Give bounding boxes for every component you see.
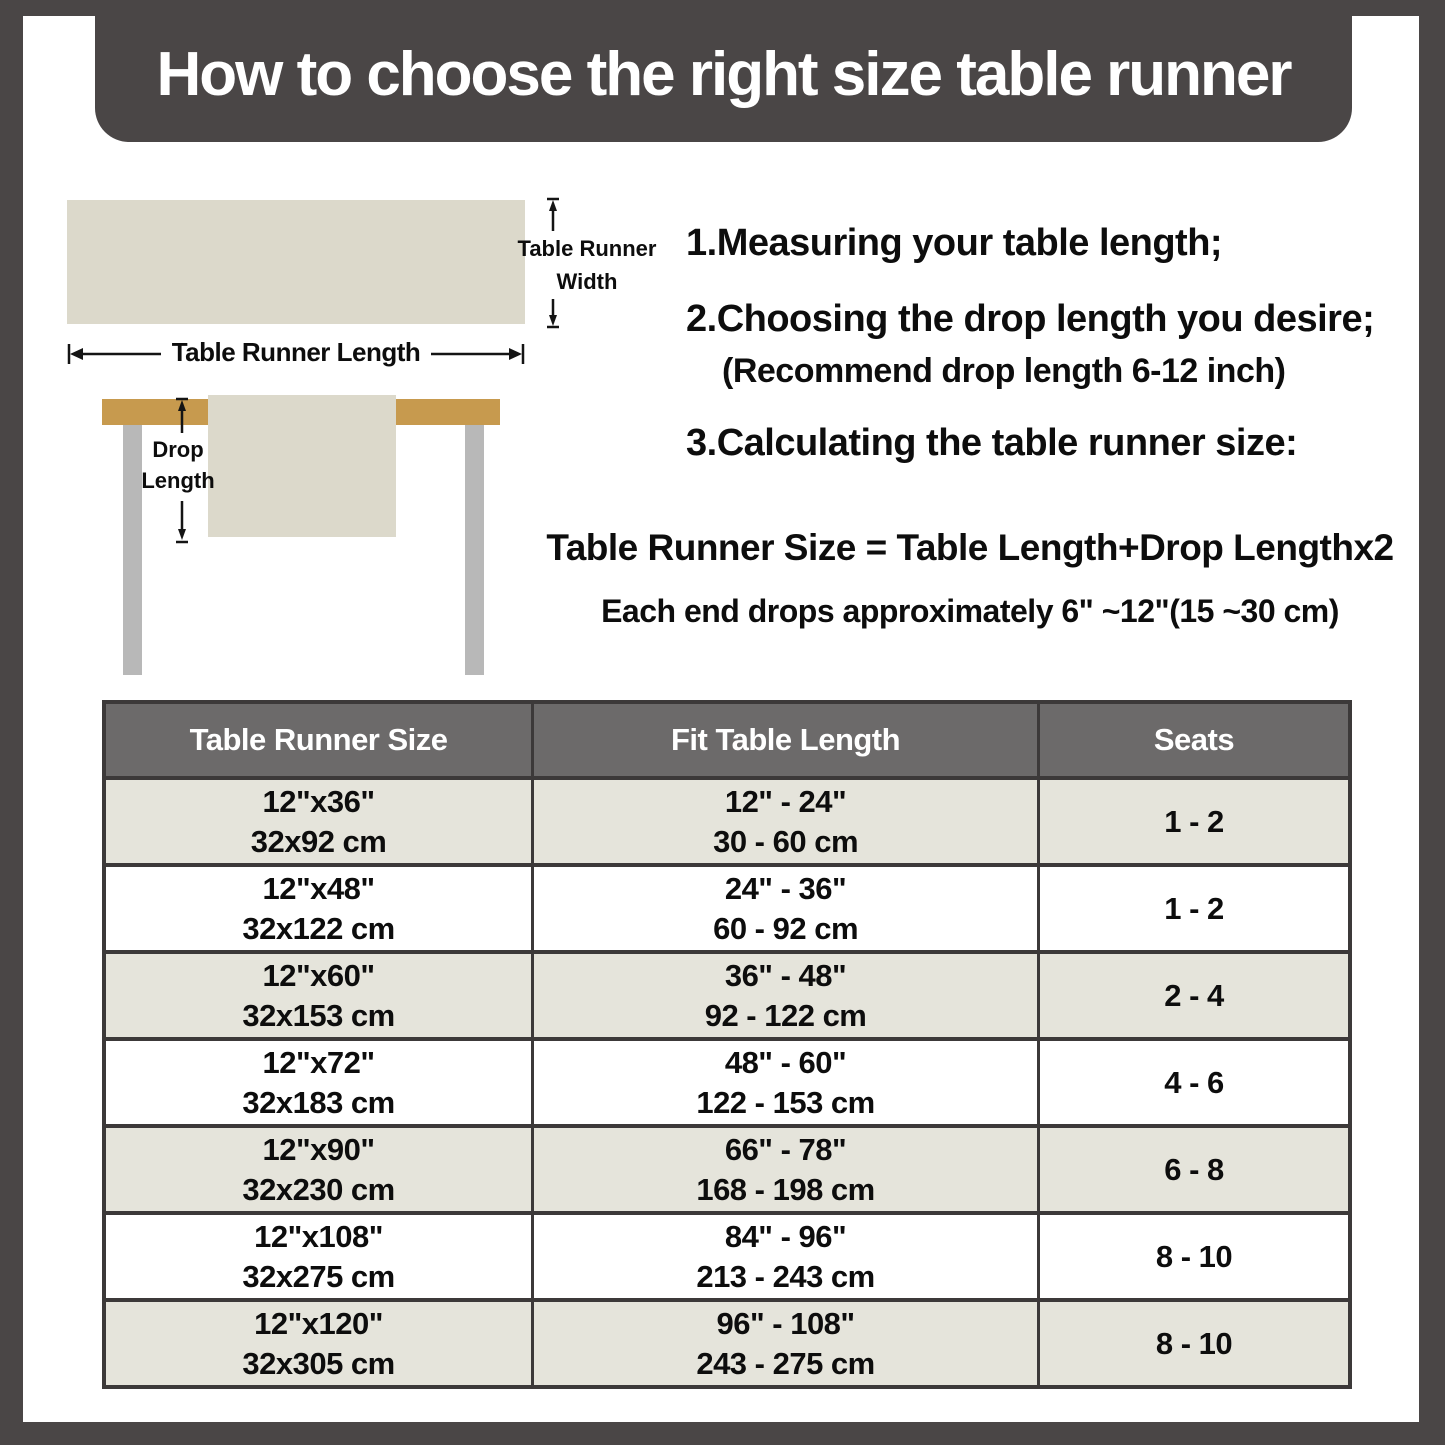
cell-seats: 6 - 8	[1036, 1124, 1352, 1215]
cell-runner-size: 12"x120" 32x305 cm	[102, 1298, 535, 1389]
table-row: 12"x36" 32x92 cm 12" - 24" 30 - 60 cm 1 - …	[102, 776, 1352, 867]
table-row: 12"x90" 32x230 cm 66" - 78" 168 - 198 cm 6…	[102, 1124, 1352, 1215]
cell-seats: 4 - 6	[1036, 1037, 1352, 1128]
table-row: 12"x120" 32x305 cm 96" - 108" 243 - 275 cm…	[102, 1298, 1352, 1389]
cell-runner-size: 12"x48" 32x122 cm	[102, 863, 535, 954]
table-row: 12"x72" 32x183 cm 48" - 60" 122 - 153 cm 4…	[102, 1037, 1352, 1128]
cell-fit-length: 96" - 108" 243 - 275 cm	[531, 1298, 1040, 1389]
header-banner: How to choose the right size table runne…	[95, 0, 1352, 142]
drop-label-line2: Length	[141, 468, 215, 493]
width-label-line1: Table Runner	[517, 236, 657, 261]
column-header-seats: Seats	[1036, 700, 1352, 780]
table-row: 12"x108" 32x275 cm 84" - 96" 213 - 243 cm …	[102, 1211, 1352, 1302]
cell-runner-size: 12"x60" 32x153 cm	[102, 950, 535, 1041]
formula-note: Each end drops approximately 6" ~12"(15 …	[601, 593, 1339, 629]
column-header-runner-size: Table Runner Size	[102, 700, 535, 780]
width-label-line2: Width	[556, 269, 618, 294]
table-row: 12"x48" 32x122 cm 24" - 36" 60 - 92 cm 1 -…	[102, 863, 1352, 954]
drop-label-line1: Drop	[152, 437, 204, 462]
table-leg-left	[123, 425, 142, 675]
table-row: 12"x60" 32x153 cm 36" - 48" 92 - 122 cm 2 …	[102, 950, 1352, 1041]
size-chart-header-row: Table Runner Size Fit Table Length Seats	[102, 700, 1352, 780]
table-leg-right	[465, 425, 484, 675]
cell-runner-size: 12"x90" 32x230 cm	[102, 1124, 535, 1215]
width-dimension-label: Table Runner Width	[512, 232, 662, 298]
cell-seats: 1 - 2	[1036, 776, 1352, 867]
step-2: 2.Choosing the drop length you desire;	[686, 298, 1375, 340]
drop-dimension-arrow-icon	[176, 397, 188, 544]
column-header-fit-length: Fit Table Length	[531, 700, 1040, 780]
drop-dimension-label: Drop Length	[126, 434, 230, 496]
width-dimension-arrow-icon	[547, 197, 559, 329]
cell-seats: 2 - 4	[1036, 950, 1352, 1041]
formula-equation: Table Runner Size = Table Length+Drop Le…	[546, 527, 1394, 568]
cell-runner-size: 12"x36" 32x92 cm	[102, 776, 535, 867]
length-dimension-label: Table Runner Length	[171, 337, 421, 367]
runner-drape	[208, 395, 396, 537]
cell-runner-size: 12"x72" 32x183 cm	[102, 1037, 535, 1128]
step-2-note: (Recommend drop length 6-12 inch)	[722, 352, 1286, 390]
cell-fit-length: 48" - 60" 122 - 153 cm	[531, 1037, 1040, 1128]
cell-runner-size: 12"x108" 32x275 cm	[102, 1211, 535, 1302]
size-chart-table: Table Runner Size Fit Table Length Seats…	[102, 700, 1352, 1389]
length-dimension-arrow-icon	[67, 344, 525, 364]
runner-top-view	[67, 200, 525, 324]
step-1: 1.Measuring your table length;	[686, 222, 1223, 264]
cell-seats: 8 - 10	[1036, 1298, 1352, 1389]
cell-seats: 1 - 2	[1036, 863, 1352, 954]
step-3: 3.Calculating the table runner size:	[686, 422, 1298, 464]
cell-fit-length: 36" - 48" 92 - 122 cm	[531, 950, 1040, 1041]
cell-fit-length: 66" - 78" 168 - 198 cm	[531, 1124, 1040, 1215]
cell-fit-length: 12" - 24" 30 - 60 cm	[531, 776, 1040, 867]
cell-fit-length: 84" - 96" 213 - 243 cm	[531, 1211, 1040, 1302]
page-title: How to choose the right size table runne…	[156, 39, 1292, 109]
cell-seats: 8 - 10	[1036, 1211, 1352, 1302]
cell-fit-length: 24" - 36" 60 - 92 cm	[531, 863, 1040, 954]
